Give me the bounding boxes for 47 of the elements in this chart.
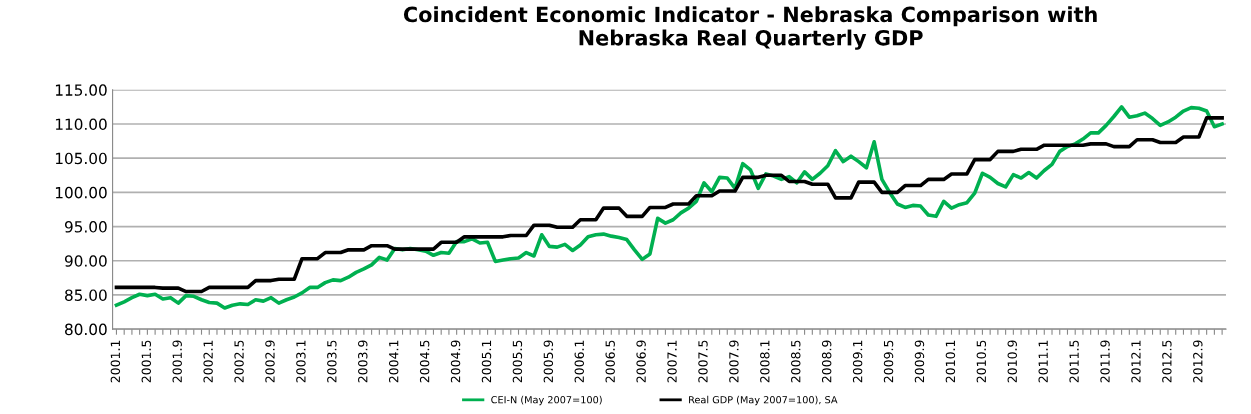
x-tick-label: 2005.9: [543, 340, 554, 383]
y-tick-label: 95.00: [64, 221, 107, 233]
x-tick-label: 2003.1: [296, 340, 306, 383]
legend-label: Real GDP (May 2007=100), SA: [689, 395, 838, 406]
x-tick-label: 2010.1: [945, 340, 956, 383]
legend-label: CEI-N (May 2007=100): [491, 395, 602, 406]
x-tick-label: 2008.5: [791, 340, 801, 383]
x-tick-label: 2006.1: [574, 340, 584, 383]
x-tick-label: 2002.5: [234, 340, 244, 383]
x-tick-label: 2005.1: [481, 340, 492, 383]
x-tick-label: 2009.1: [852, 340, 863, 383]
y-tick-label: 85.00: [65, 289, 107, 301]
x-tick-label: 2006.9: [636, 340, 646, 383]
x-tick-label: 2010.5: [976, 340, 987, 383]
y-tick-label: 80.00: [65, 323, 107, 336]
y-tick-label: 90.00: [64, 255, 107, 267]
x-tick-label: 2012.5: [1162, 340, 1172, 383]
x-tick-label: 2004.1: [388, 340, 399, 383]
x-tick-label: 2011.5: [1069, 340, 1079, 383]
x-tick-label: 2011.1: [1038, 340, 1048, 383]
x-tick-label: 2001.1: [110, 340, 121, 383]
x-tick-label: 2007.9: [729, 340, 739, 383]
x-tick-label: 2009.9: [914, 340, 925, 383]
x-tick-label: 2003.9: [358, 340, 368, 383]
x-tick-label: 2008.1: [760, 340, 770, 383]
x-tick-label: 2008.9: [821, 340, 832, 383]
x-tick-label: 2011.9: [1100, 340, 1110, 383]
x-tick-label: 2005.5: [512, 340, 523, 383]
y-tick-label: 110.00: [55, 118, 107, 131]
x-tick-label: 2002.1: [203, 340, 213, 383]
x-tick-label: 2002.9: [265, 340, 275, 383]
x-tick-label: 2004.5: [419, 340, 430, 383]
x-tick-label: 2012.1: [1131, 340, 1141, 383]
x-tick-label: 2006.5: [605, 340, 615, 383]
x-tick-label: 2010.9: [1007, 340, 1017, 383]
x-tick-label: 2009.5: [883, 340, 894, 383]
y-tick-label: 100.00: [55, 186, 107, 199]
x-tick-label: 2007.1: [667, 340, 677, 383]
x-tick-label: 2001.9: [172, 340, 182, 383]
x-tick-label: 2007.5: [698, 340, 708, 383]
chart-title: Coincident Economic Indicator - Nebraska Comparison with Nebraska Real Quarterly GDP: [403, 6, 1097, 50]
x-tick-label: 2001.5: [141, 340, 152, 383]
y-tick-label: 115.00: [55, 84, 107, 96]
x-tick-label: 2003.5: [327, 340, 337, 383]
x-tick-label: 2012.9: [1193, 340, 1203, 383]
y-tick-label: 105.00: [55, 152, 107, 165]
x-tick-label: 2004.9: [450, 340, 461, 383]
